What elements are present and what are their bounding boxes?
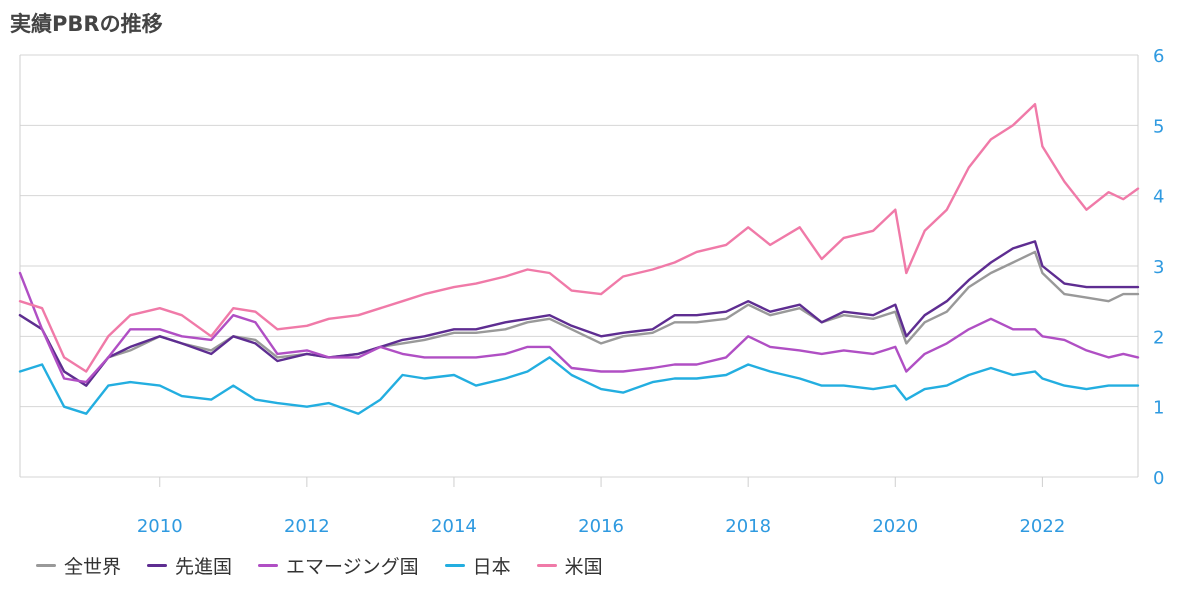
y-tick-label: 0	[1153, 468, 1164, 489]
legend-swatch	[147, 564, 168, 567]
x-tick-label: 2012	[284, 516, 330, 537]
x-tick-label: 2022	[1019, 516, 1065, 537]
x-tick-label: 2010	[137, 516, 183, 537]
legend-swatch	[258, 564, 279, 567]
plot-frame	[19, 55, 1139, 477]
x-tick-label: 2014	[431, 516, 477, 537]
series-line-2	[18, 271, 1140, 384]
legend-swatch	[536, 564, 557, 567]
legend-label: 全世界	[64, 556, 122, 578]
legend-item: 全世界	[36, 552, 121, 579]
legend-item: 米国	[536, 552, 603, 579]
x-axis-ticks: 2010 2012 2014 2016 2018 2020 2022	[137, 477, 1065, 537]
series-line-3	[18, 356, 1140, 415]
legend-item: エマージング国	[258, 552, 419, 579]
chart-title: 実績PBRの推移	[10, 12, 163, 36]
series-line-0	[18, 250, 1140, 387]
y-axis-ticks: 0 1 2 3 4 5 6	[1153, 46, 1164, 489]
legend-swatch	[444, 564, 465, 567]
series-lines	[18, 102, 1140, 415]
legend-label: 先進国	[175, 556, 233, 578]
y-tick-label: 4	[1153, 187, 1164, 208]
x-tick-label: 2020	[872, 516, 918, 537]
series-line-1	[18, 240, 1140, 387]
legend-label: 米国	[564, 556, 603, 578]
legend-item: 日本	[444, 552, 511, 579]
series-line-4	[18, 102, 1140, 373]
y-tick-label: 1	[1153, 398, 1164, 419]
legend-swatch	[36, 564, 56, 567]
legend-label: 日本	[472, 556, 511, 578]
y-tick-label: 5	[1153, 116, 1164, 137]
y-tick-label: 2	[1153, 327, 1164, 348]
y-tick-label: 6	[1153, 46, 1164, 67]
y-tick-label: 3	[1153, 257, 1164, 278]
legend: 全世界 先進国 エマージング国 日本 米国	[36, 552, 603, 579]
x-tick-label: 2018	[725, 516, 771, 537]
legend-item: 先進国	[147, 552, 232, 579]
x-tick-label: 2016	[578, 516, 624, 537]
grid-lines	[20, 54, 1138, 478]
legend-label: エマージング国	[286, 556, 419, 578]
